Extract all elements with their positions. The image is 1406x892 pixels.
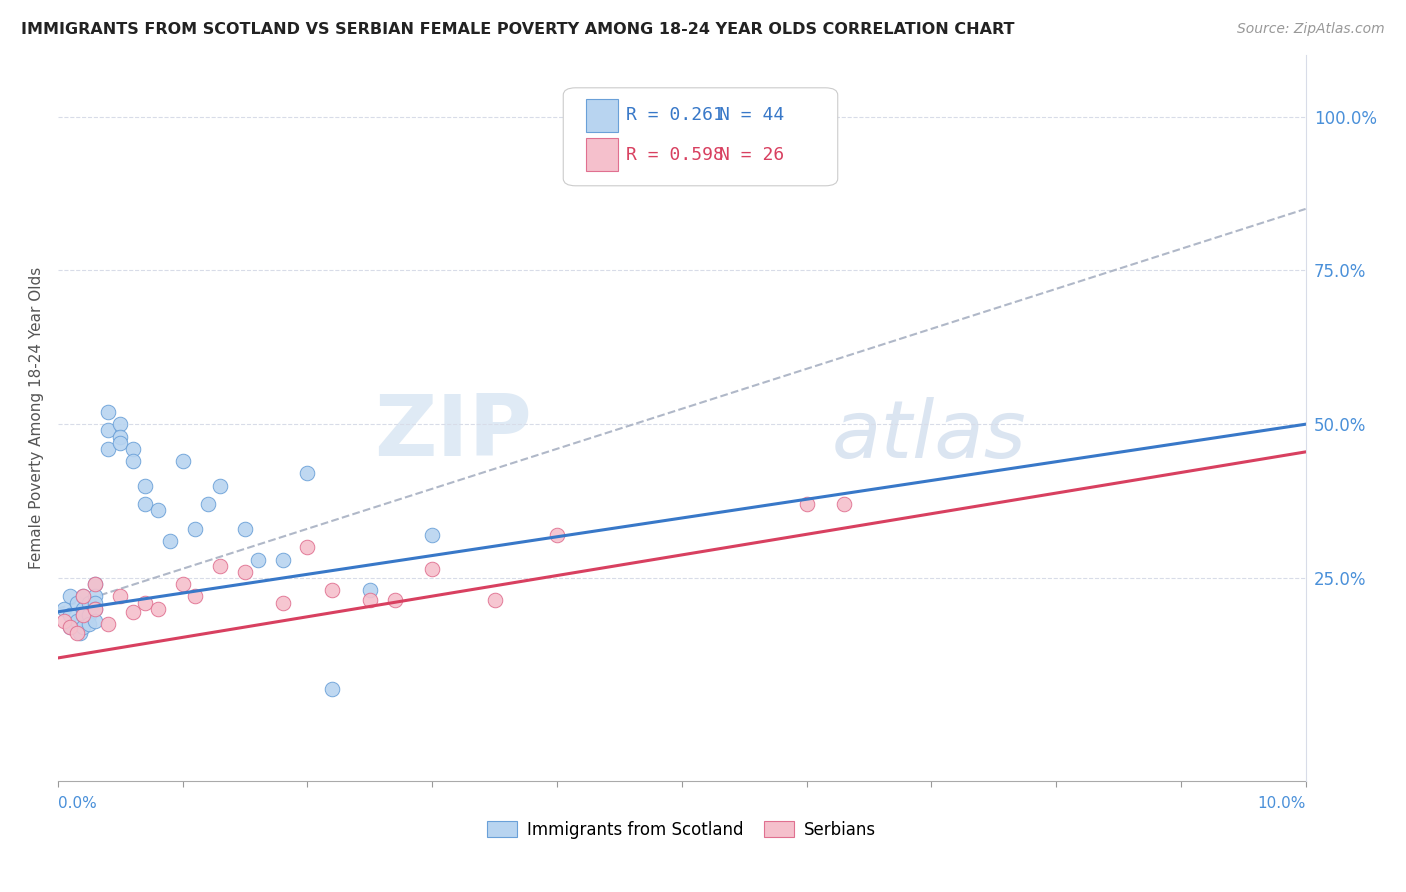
Point: [359, 592, 381, 607]
Text: IMMIGRANTS FROM SCOTLAND VS SERBIAN FEMALE POVERTY AMONG 18-24 YEAR OLDS CORRELA: IMMIGRANTS FROM SCOTLAND VS SERBIAN FEMA…: [21, 22, 1015, 37]
Point: [546, 528, 568, 542]
Point: [84, 614, 107, 628]
Text: N = 44: N = 44: [720, 106, 785, 124]
Point: [321, 583, 343, 598]
Point: [271, 552, 294, 566]
Y-axis label: Female Poverty Among 18-24 Year Olds: Female Poverty Among 18-24 Year Olds: [30, 267, 44, 569]
Point: [420, 562, 443, 576]
Point: [84, 601, 107, 615]
Point: [172, 577, 194, 591]
Point: [420, 528, 443, 542]
Point: [246, 552, 269, 566]
Point: [84, 577, 107, 591]
FancyBboxPatch shape: [564, 87, 838, 186]
Point: [66, 614, 89, 628]
Legend: Immigrants from Scotland, Serbians: Immigrants from Scotland, Serbians: [481, 814, 883, 846]
Point: [97, 617, 120, 632]
Point: [77, 596, 100, 610]
Point: [66, 626, 89, 640]
Point: [97, 442, 120, 456]
Point: [209, 479, 232, 493]
Point: [484, 592, 506, 607]
Point: [184, 522, 207, 536]
Point: [384, 592, 406, 607]
Text: R = 0.598: R = 0.598: [626, 145, 724, 163]
Point: [110, 417, 132, 432]
Point: [53, 614, 76, 628]
Point: [796, 497, 818, 511]
Point: [110, 435, 132, 450]
Text: R = 0.261: R = 0.261: [626, 106, 724, 124]
Point: [159, 534, 181, 549]
Point: [832, 497, 855, 511]
Point: [172, 454, 194, 468]
Point: [72, 590, 94, 604]
Point: [110, 590, 132, 604]
Point: [233, 522, 256, 536]
FancyBboxPatch shape: [586, 99, 619, 132]
Text: atlas: atlas: [831, 397, 1026, 475]
Point: [121, 442, 143, 456]
Point: [72, 607, 94, 622]
Point: [146, 601, 169, 615]
Point: [671, 122, 693, 136]
Point: [84, 601, 107, 615]
Text: 10.0%: 10.0%: [1257, 797, 1306, 812]
Point: [297, 467, 319, 481]
Point: [84, 590, 107, 604]
FancyBboxPatch shape: [586, 138, 619, 171]
Point: [97, 405, 120, 419]
Point: [197, 497, 219, 511]
Text: 0.0%: 0.0%: [58, 797, 97, 812]
Text: Source: ZipAtlas.com: Source: ZipAtlas.com: [1237, 22, 1385, 37]
Point: [97, 423, 120, 437]
Point: [134, 596, 156, 610]
Point: [66, 596, 89, 610]
Point: [110, 429, 132, 443]
Point: [297, 540, 319, 554]
Point: [146, 503, 169, 517]
Point: [72, 601, 94, 615]
Point: [59, 590, 82, 604]
Point: [72, 607, 94, 622]
Point: [134, 479, 156, 493]
Point: [84, 577, 107, 591]
Point: [53, 601, 76, 615]
Point: [359, 583, 381, 598]
Point: [77, 617, 100, 632]
Point: [134, 497, 156, 511]
Point: [72, 620, 94, 634]
Point: [77, 607, 100, 622]
Text: ZIP: ZIP: [374, 391, 531, 474]
Point: [121, 454, 143, 468]
Point: [209, 558, 232, 573]
Point: [233, 565, 256, 579]
Point: [696, 122, 718, 136]
Point: [321, 681, 343, 696]
Point: [59, 620, 82, 634]
Point: [72, 590, 94, 604]
Point: [59, 620, 82, 634]
Point: [121, 605, 143, 619]
Point: [271, 596, 294, 610]
Point: [84, 596, 107, 610]
Point: [69, 626, 91, 640]
Text: N = 26: N = 26: [720, 145, 785, 163]
Point: [59, 607, 82, 622]
Point: [184, 590, 207, 604]
